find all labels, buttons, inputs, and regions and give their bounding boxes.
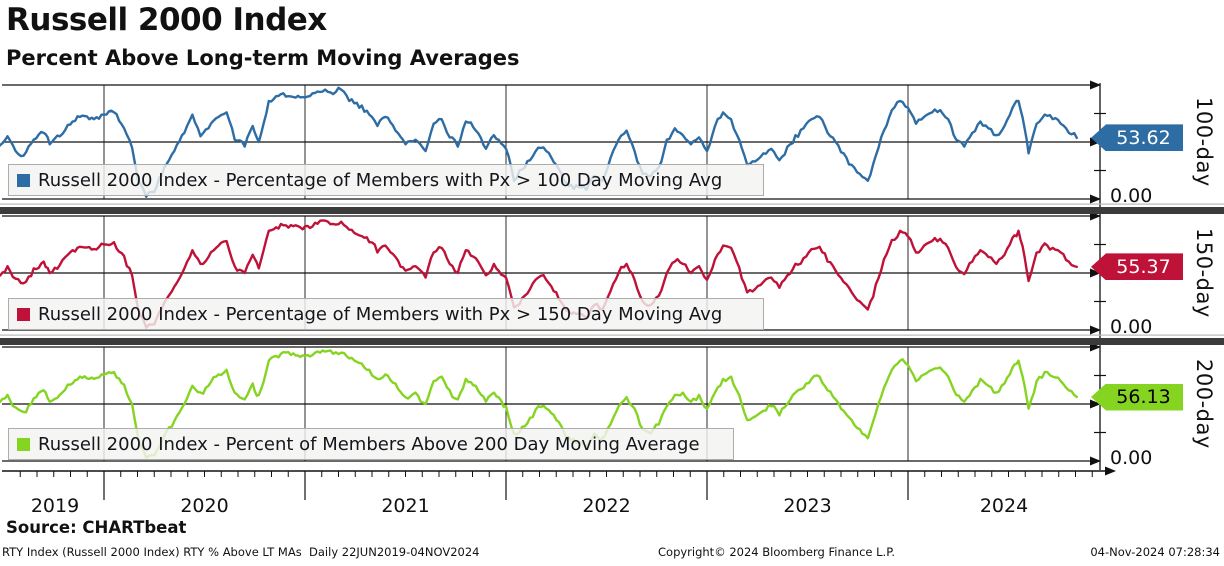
legend-label: Russell 2000 Index - Percentage of Membe… bbox=[38, 169, 723, 191]
last-value-badge-150-day: 55.37 bbox=[1091, 253, 1183, 281]
legend-150-day: Russell 2000 Index - Percentage of Membe… bbox=[8, 298, 764, 330]
axis-zero-label: 0.00 bbox=[1110, 316, 1153, 338]
x-axis-year-label: 2024 bbox=[979, 495, 1029, 517]
legend-label: Russell 2000 Index - Percent of Members … bbox=[38, 433, 700, 455]
series-line-ma-200-day bbox=[0, 349, 1078, 459]
last-value-badge-100-day: 53.62 bbox=[1091, 124, 1183, 152]
legend-marker-100-day-icon bbox=[17, 173, 30, 187]
axis-zero-label: 0.00 bbox=[1110, 185, 1153, 207]
legend-100-day: Russell 2000 Index - Percentage of Membe… bbox=[8, 164, 764, 196]
axis-zero-label: 0.00 bbox=[1110, 447, 1153, 469]
page-title: Russell 2000 Index bbox=[6, 2, 327, 38]
x-axis-year-label: 2021 bbox=[381, 495, 430, 517]
footer-security-info: RTY Index (Russell 2000 Index) RTY % Abo… bbox=[2, 545, 480, 559]
legend-label: Russell 2000 Index - Percentage of Membe… bbox=[38, 303, 723, 325]
legend-200-day: Russell 2000 Index - Percent of Members … bbox=[8, 428, 734, 460]
legend-marker-150-day-icon bbox=[17, 307, 30, 321]
panel-side-label-100-day: 100-day bbox=[1192, 97, 1216, 187]
last-value-text: 53.62 bbox=[1116, 126, 1171, 149]
x-axis-year-label: 2019 bbox=[30, 495, 80, 517]
series-line-ma-150-day bbox=[0, 219, 1078, 329]
footer-timestamp: 04-Nov-2024 07:28:34 bbox=[1090, 545, 1220, 559]
last-value-text: 56.13 bbox=[1116, 386, 1171, 408]
last-value-text: 55.37 bbox=[1116, 255, 1171, 278]
x-axis-year-label: 2022 bbox=[582, 495, 631, 517]
page-subtitle: Percent Above Long-term Moving Averages bbox=[6, 46, 520, 70]
x-axis-year-label: 2020 bbox=[180, 495, 229, 517]
panel-side-label-150-day: 150-day bbox=[1192, 228, 1216, 318]
source-line: Source: CHARTbeat bbox=[6, 518, 187, 537]
legend-marker-200-day-icon bbox=[17, 437, 30, 451]
last-value-badge-200-day: 56.13 bbox=[1091, 383, 1183, 411]
panel-side-label-200-day: 200-day bbox=[1192, 359, 1216, 449]
footer-copyright: Copyright© 2024 Bloomberg Finance L.P. bbox=[658, 545, 895, 559]
x-axis-year-label: 2023 bbox=[783, 495, 832, 517]
